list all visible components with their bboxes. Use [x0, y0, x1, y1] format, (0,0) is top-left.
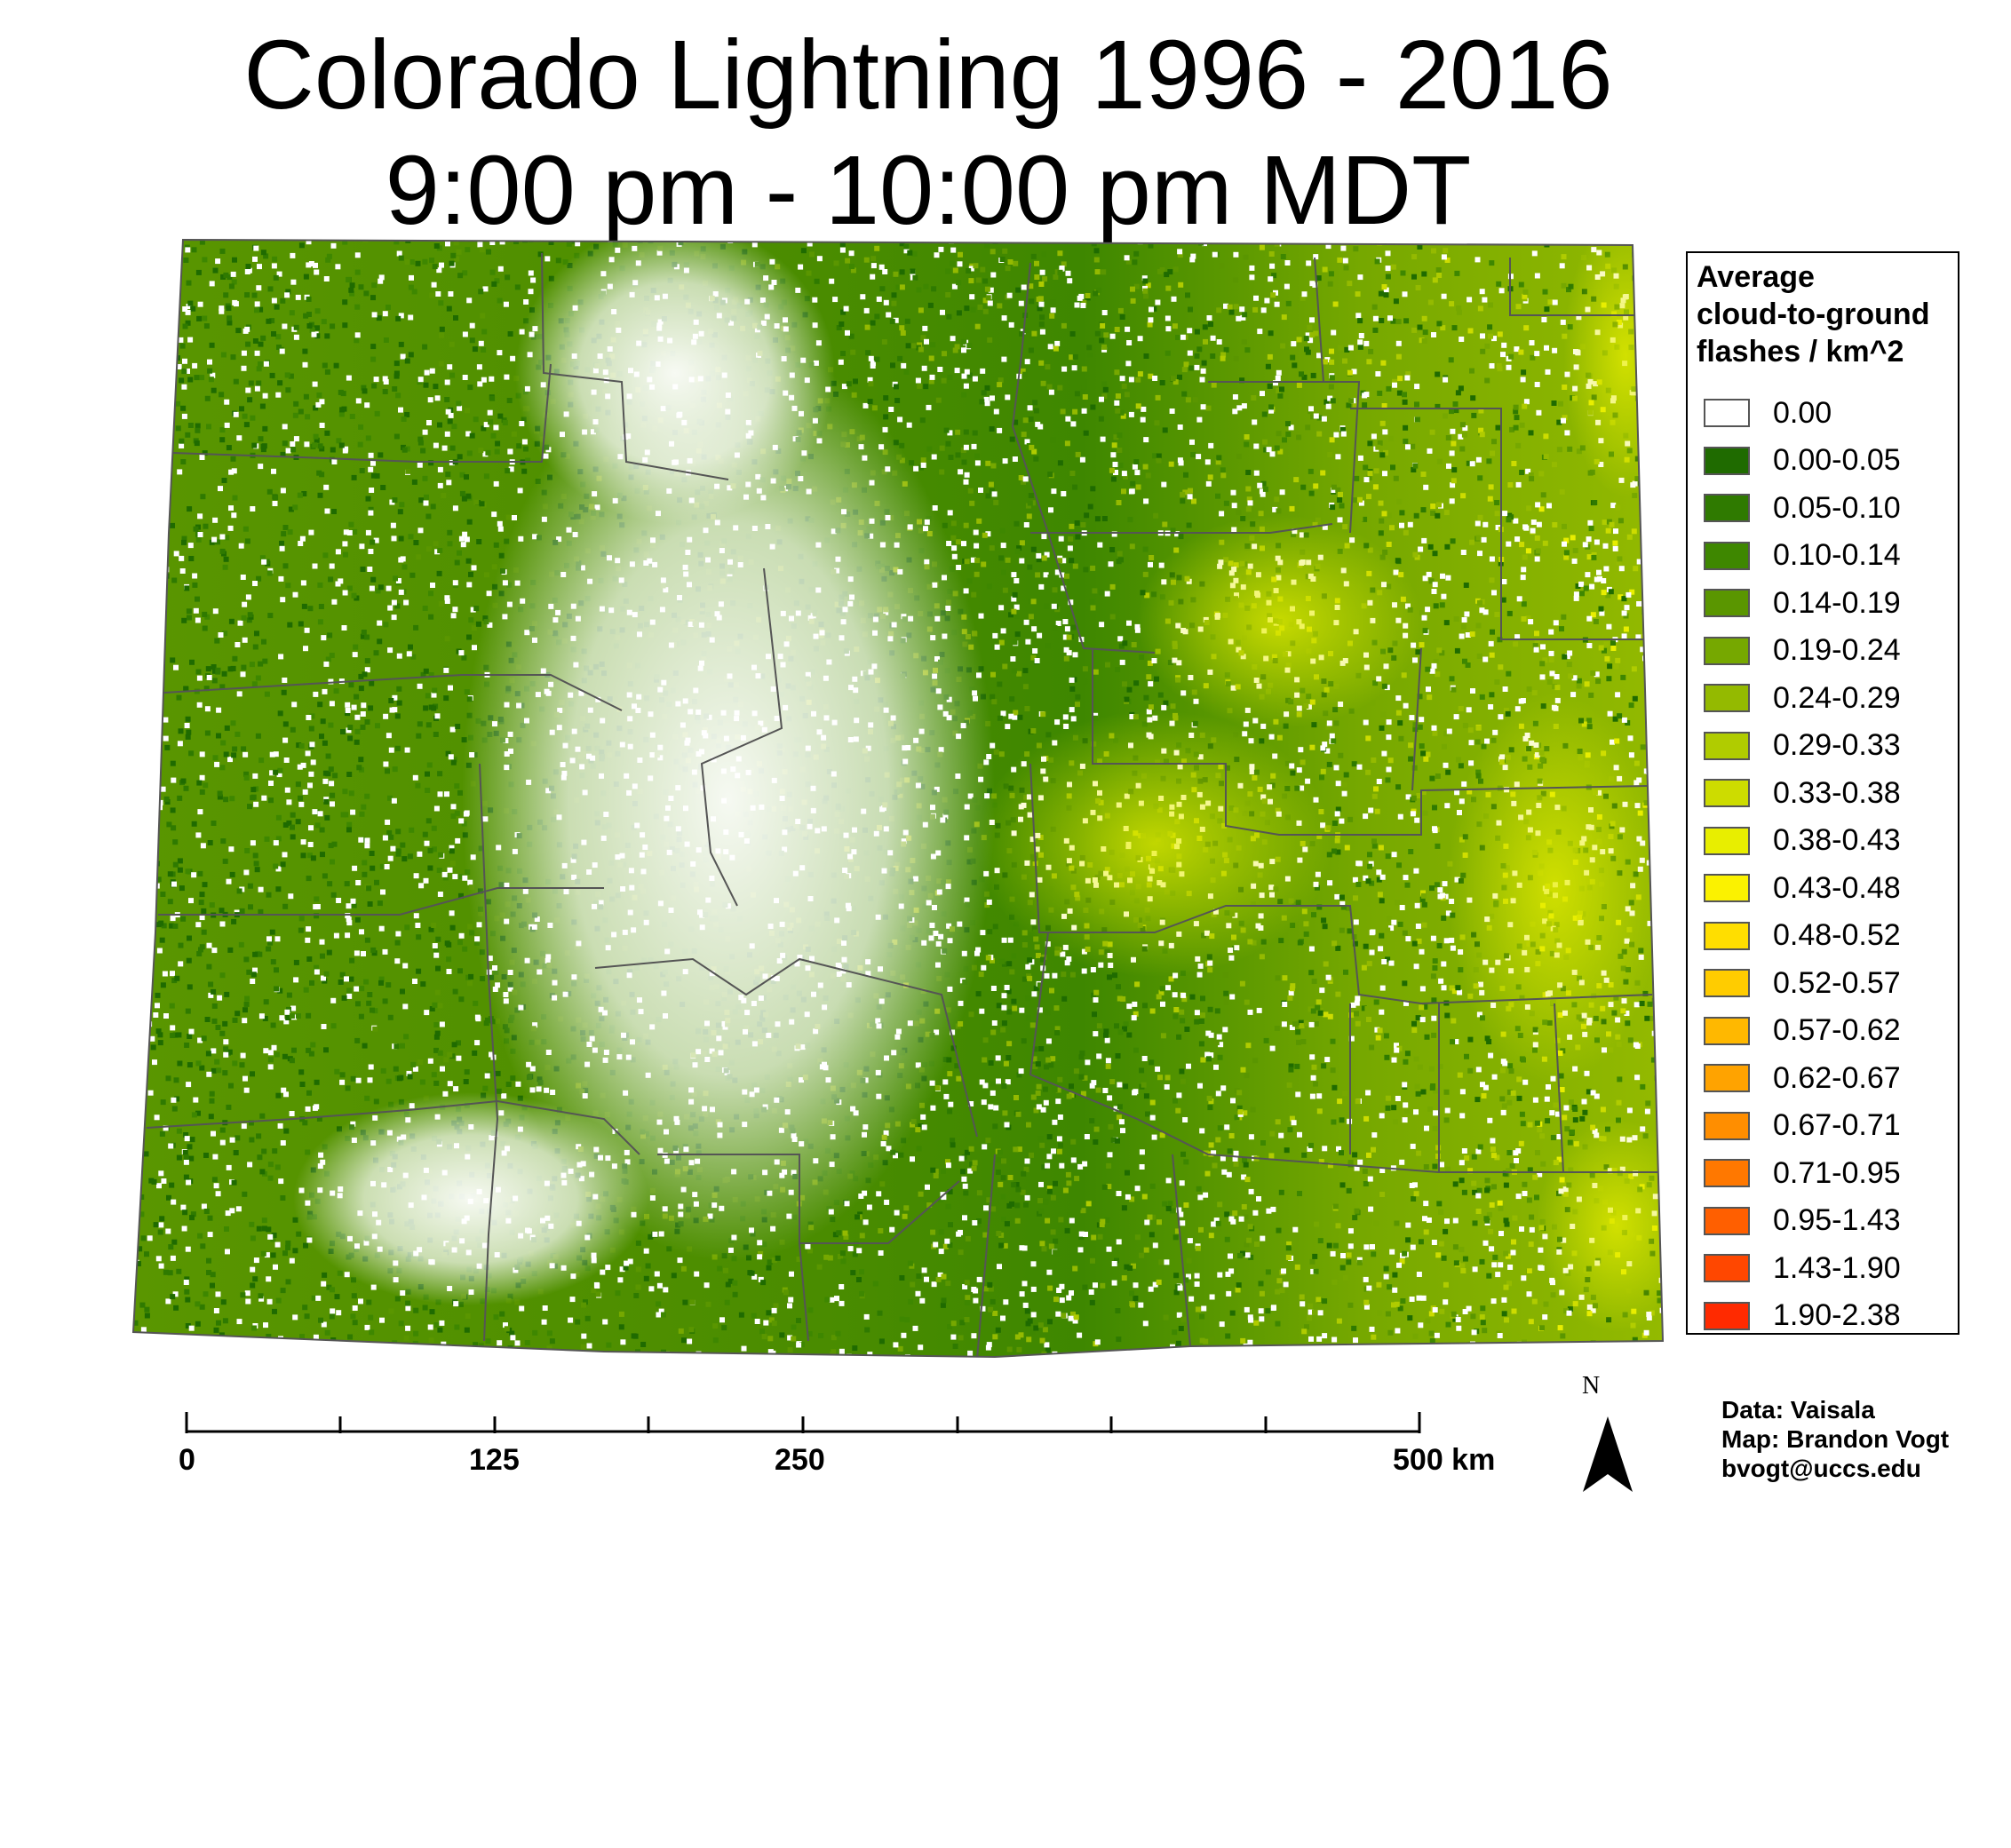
scale-bar	[185, 1412, 1421, 1433]
state-outline	[131, 238, 1665, 1359]
legend-label: 0.14-0.19	[1773, 585, 1901, 620]
legend-label: 0.00	[1773, 395, 1832, 430]
legend-label: 0.95-1.43	[1773, 1203, 1901, 1237]
legend-swatch	[1704, 541, 1750, 570]
legend-row: 1.43-1.90	[1704, 1250, 1901, 1286]
scale-label-250: 250	[775, 1443, 825, 1477]
legend-swatch	[1704, 969, 1750, 997]
scale-label-0: 0	[179, 1443, 195, 1477]
legend-title: Average cloud-to-ground flashes / km^2	[1697, 258, 1929, 370]
legend-label: 0.24-0.29	[1773, 680, 1901, 715]
legend-swatch	[1704, 636, 1750, 665]
legend-row: 0.00	[1704, 395, 1832, 431]
credit-email: bvogt@uccs.edu	[1721, 1455, 1921, 1482]
legend-swatch	[1704, 1016, 1750, 1045]
legend-swatch	[1704, 1206, 1750, 1235]
legend-label: 0.52-0.57	[1773, 965, 1901, 1000]
legend-label: 0.71-0.95	[1773, 1155, 1901, 1190]
county-boundaries	[146, 252, 1661, 1357]
legend-row: 0.43-0.48	[1704, 870, 1901, 906]
legend-title-line: Average	[1697, 260, 1815, 294]
legend-label: 1.90-2.38	[1773, 1298, 1901, 1332]
legend-label: 0.67-0.71	[1773, 1108, 1901, 1142]
north-label: N	[1582, 1372, 1601, 1400]
legend-row: 0.52-0.57	[1704, 965, 1901, 1001]
legend-label: 0.33-0.38	[1773, 775, 1901, 810]
legend-row: 0.57-0.62	[1704, 1013, 1901, 1049]
legend-row: 0.95-1.43	[1704, 1203, 1901, 1239]
legend-row: 0.71-0.95	[1704, 1155, 1901, 1191]
legend-swatch	[1704, 1159, 1750, 1187]
legend-title-line: cloud-to-ground	[1697, 297, 1930, 331]
legend-row: 0.00-0.05	[1704, 443, 1901, 479]
legend-row: 1.90-2.38	[1704, 1298, 1901, 1334]
legend-row: 0.14-0.19	[1704, 585, 1901, 621]
legend-label: 0.29-0.33	[1773, 728, 1901, 762]
lightning-density-raster	[133, 240, 1663, 1357]
legend-label: 0.57-0.62	[1773, 1013, 1901, 1047]
legend-swatch	[1704, 684, 1750, 712]
legend-label: 0.05-0.10	[1773, 490, 1901, 525]
legend-row: 0.29-0.33	[1704, 728, 1901, 764]
legend-title-line: flashes / km^2	[1697, 335, 1904, 369]
legend-swatch	[1704, 446, 1750, 475]
legend-swatch	[1704, 1111, 1750, 1140]
legend-row: 0.48-0.52	[1704, 918, 1901, 954]
legend-swatch	[1704, 1301, 1750, 1330]
legend-swatch	[1704, 731, 1750, 760]
legend-swatch	[1704, 589, 1750, 617]
credit-data-source: Data: Vaisala	[1721, 1396, 1875, 1424]
scale-label-125: 125	[469, 1443, 520, 1477]
legend-swatch	[1704, 1254, 1750, 1282]
legend-swatch	[1704, 826, 1750, 855]
scale-label-500: 500 km	[1393, 1443, 1496, 1477]
legend-swatch	[1704, 779, 1750, 807]
legend-label: 0.48-0.52	[1773, 918, 1901, 952]
legend-row: 0.24-0.29	[1704, 680, 1901, 716]
legend-label: 0.43-0.48	[1773, 870, 1901, 905]
legend-label: 0.38-0.43	[1773, 823, 1901, 857]
legend-row: 0.10-0.14	[1704, 538, 1901, 574]
legend-row: 0.19-0.24	[1704, 633, 1901, 669]
legend-label: 0.19-0.24	[1773, 633, 1901, 667]
legend-row: 0.38-0.43	[1704, 823, 1901, 859]
legend-label: 0.62-0.67	[1773, 1060, 1901, 1095]
map-title-line-1: Colorado Lightning 1996 - 2016	[243, 20, 1613, 130]
credit-map-author: Map: Brandon Vogt	[1721, 1425, 1950, 1453]
legend-row: 0.62-0.67	[1704, 1060, 1901, 1096]
legend-swatch	[1704, 874, 1750, 902]
legend-label: 1.43-1.90	[1773, 1250, 1901, 1285]
legend-label: 0.10-0.14	[1773, 538, 1901, 572]
legend-swatch	[1704, 399, 1750, 427]
legend-row: 0.33-0.38	[1704, 775, 1901, 811]
legend: Average cloud-to-ground flashes / km^2 0…	[1686, 251, 1959, 1335]
legend-label: 0.00-0.05	[1773, 443, 1901, 477]
legend-swatch	[1704, 1064, 1750, 1092]
legend-swatch	[1704, 921, 1750, 950]
legend-row: 0.67-0.71	[1704, 1108, 1901, 1144]
north-arrow-icon	[1583, 1416, 1633, 1492]
map-title-line-2: 9:00 pm - 10:00 pm MDT	[385, 136, 1472, 245]
legend-swatch	[1704, 494, 1750, 522]
legend-row: 0.05-0.10	[1704, 490, 1901, 526]
